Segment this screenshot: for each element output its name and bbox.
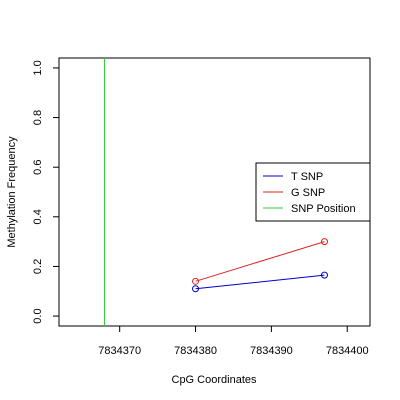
- x-tick-label: 7834390: [250, 345, 293, 357]
- x-axis: 7834370 7834380 7834390 7834400: [98, 325, 369, 357]
- y-axis-title: Methylation Frequency: [6, 136, 18, 248]
- legend: T SNP G SNP SNP Position: [255, 162, 371, 222]
- series-line-1: [195, 241, 325, 282]
- y-tick-label: 0.2: [32, 259, 44, 274]
- y-axis: 0.0 0.2 0.4 0.6 0.8 1.0: [32, 60, 60, 324]
- data-point: [192, 285, 200, 293]
- legend-label: SNP Position: [291, 203, 356, 215]
- x-tick-label: 7834400: [326, 345, 369, 357]
- series-layer: [192, 238, 328, 293]
- legend-label: G SNP: [291, 187, 325, 199]
- y-tick-label: 0.6: [32, 160, 44, 175]
- x-tick-label: 7834370: [98, 345, 141, 357]
- series-line-0: [195, 274, 325, 290]
- x-tick-label: 7834380: [174, 345, 217, 357]
- data-point: [320, 271, 328, 279]
- legend-label: T SNP: [291, 171, 323, 183]
- data-point: [192, 277, 200, 285]
- x-axis-title: CpG Coordinates: [172, 374, 257, 386]
- data-point: [320, 238, 328, 246]
- y-tick-label: 0.4: [32, 209, 44, 224]
- y-tick-label: 1.0: [32, 60, 44, 75]
- y-tick-label: 0.0: [32, 308, 44, 323]
- y-tick-label: 0.8: [32, 110, 44, 125]
